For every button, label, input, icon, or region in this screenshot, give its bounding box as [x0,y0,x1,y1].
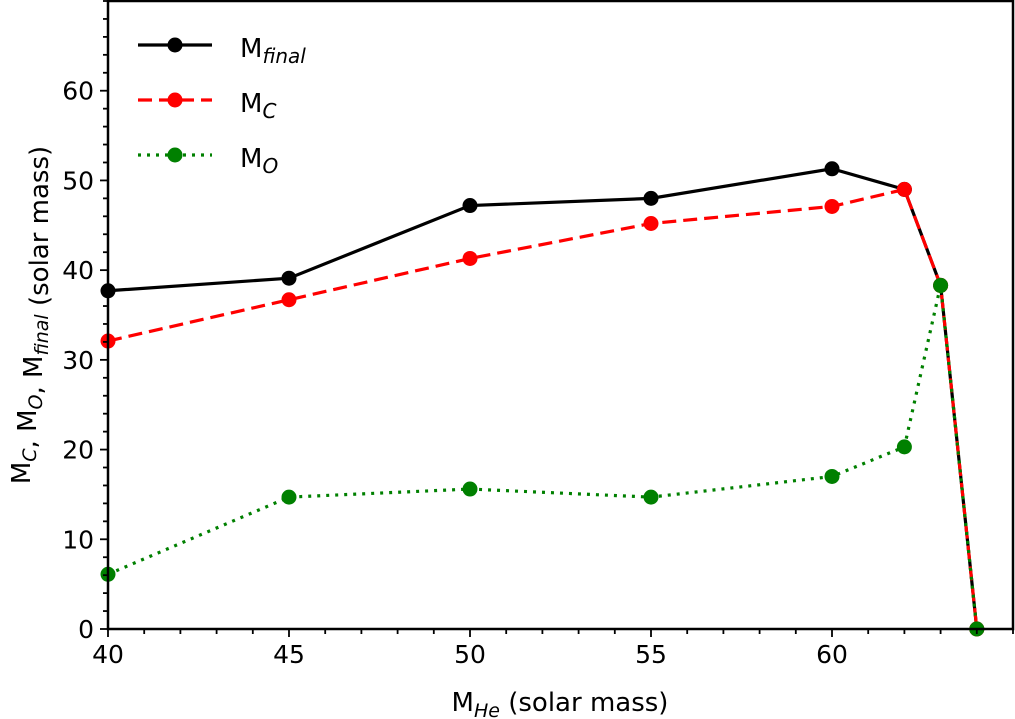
x-tick-label: 40 [92,640,124,669]
x-tick-label: 55 [635,640,667,669]
y-tick-label: 50 [62,166,94,195]
legend-label: MO [240,144,278,178]
x-tick-label: 50 [454,640,486,669]
legend-item-C: MC [138,89,276,123]
legend-item-O: MO [138,144,278,178]
data-point-O [933,277,949,293]
data-point-C [281,292,297,308]
y-tick-label: 0 [78,615,94,644]
series-O [100,277,985,637]
x-axis-label: MHe (solar mass) [452,688,669,719]
series-layer [100,161,985,637]
data-point-O [281,489,297,505]
legend-marker [167,147,183,163]
series-line-final [107,167,979,630]
y-tick-label: 10 [62,525,94,554]
x-tick-label: 45 [273,640,305,669]
data-point-O [462,481,478,497]
data-point-O [896,439,912,455]
y-tick-label: 60 [62,77,94,106]
series-final [100,161,985,637]
data-point-final [824,161,840,177]
ticks-layer: 40 45 50 55 60 0 10 20 30 40 50 60 [62,0,1014,669]
y-axis-label: MC, MO, Mfinal (solar mass) [7,146,55,484]
series-C [100,181,985,637]
data-point-O [824,468,840,484]
series-line-O [107,285,979,630]
data-point-C [462,250,478,266]
data-point-final [643,190,659,206]
data-point-C [643,215,659,231]
data-point-O [643,489,659,505]
legend: Mfinal MC MO [138,34,306,178]
legend-item-final: Mfinal [138,34,306,68]
data-point-C [824,198,840,214]
legend-label: MC [240,89,276,123]
y-tick-label: 30 [62,346,94,375]
data-point-final [281,270,297,286]
y-tick-label: 40 [62,256,94,285]
series-line-C [107,187,979,630]
data-point-final [462,198,478,214]
y-tick-label: 20 [62,436,94,465]
plot-frame [106,0,1015,631]
data-point-C [896,181,912,197]
legend-label: Mfinal [240,34,306,68]
legend-marker [167,37,183,53]
legend-marker [167,92,183,108]
x-tick-label: 60 [816,640,848,669]
